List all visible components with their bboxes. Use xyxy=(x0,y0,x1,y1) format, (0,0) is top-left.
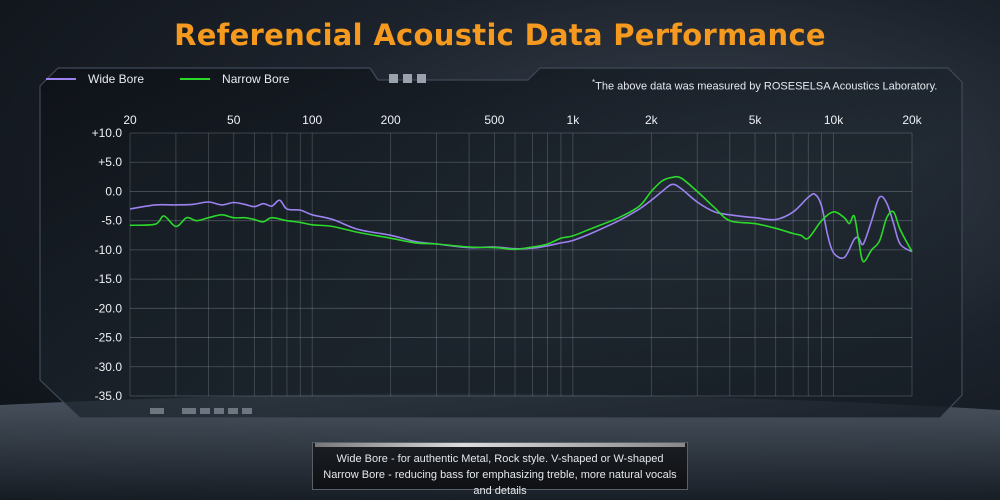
series-line-wide-bore xyxy=(129,183,913,260)
y-tick-label: -30.0 xyxy=(95,360,123,374)
plot-area xyxy=(130,133,912,396)
x-tick-label: 200 xyxy=(381,113,401,127)
y-tick-label: -25.0 xyxy=(95,331,123,345)
x-tick-label: 1k xyxy=(567,113,581,127)
notch xyxy=(214,408,224,414)
y-tick-label: +5.0 xyxy=(98,155,122,169)
notch xyxy=(403,74,412,83)
notch xyxy=(228,408,238,414)
panel-notches-bottom xyxy=(150,408,252,414)
y-tick-label: -20.0 xyxy=(95,301,123,315)
notch xyxy=(200,408,210,414)
note-text: The above data was measured by ROSESELSA… xyxy=(595,80,938,93)
notch xyxy=(417,74,426,83)
chart-panel xyxy=(39,67,963,419)
notch xyxy=(182,408,196,414)
description-box-bar xyxy=(315,443,685,447)
page-title: Referencial Acoustic Data Performance xyxy=(174,18,826,52)
x-tick-label: 50 xyxy=(227,113,241,127)
x-tick-label: 500 xyxy=(484,113,504,127)
legend-label-wide: Wide Bore xyxy=(88,72,145,86)
notch xyxy=(150,408,164,414)
legend-label-narrow: Narrow Bore xyxy=(222,72,290,86)
y-tick-label: -15.0 xyxy=(95,272,123,286)
measurement-note: *The above data was measured by ROSESELS… xyxy=(592,78,937,93)
description-line-narrow: Narrow Bore - reducing bass for emphasiz… xyxy=(323,469,677,497)
notch xyxy=(242,408,252,414)
y-tick-label: 0.0 xyxy=(105,184,122,198)
x-tick-label: 100 xyxy=(302,113,322,127)
series-line-narrow-bore xyxy=(129,175,913,263)
description-box: Wide Bore - for authentic Metal, Rock st… xyxy=(312,442,688,497)
notch xyxy=(389,74,398,83)
legend-swatch-wide xyxy=(46,78,76,80)
y-tick-label: -5.0 xyxy=(101,214,122,228)
x-tick-label: 5k xyxy=(749,113,763,127)
legend-item-narrow: Narrow Bore xyxy=(180,72,289,86)
y-tick-label: -10.0 xyxy=(95,243,123,257)
x-tick-label: 2k xyxy=(645,113,659,127)
note-asterisk: * xyxy=(592,78,596,87)
description-line-wide: Wide Bore - for authentic Metal, Rock st… xyxy=(336,453,664,465)
y-tick-label: -35.0 xyxy=(95,389,123,403)
legend: Wide Bore Narrow Bore xyxy=(46,72,289,86)
legend-item-wide: Wide Bore xyxy=(46,72,144,86)
legend-swatch-narrow xyxy=(180,78,211,80)
x-tick-label: 20 xyxy=(123,113,137,127)
y-tick-label: +10.0 xyxy=(92,126,123,140)
panel-notches-top xyxy=(389,74,426,83)
x-tick-label: 10k xyxy=(824,113,844,127)
x-tick-label: 20k xyxy=(902,113,922,127)
